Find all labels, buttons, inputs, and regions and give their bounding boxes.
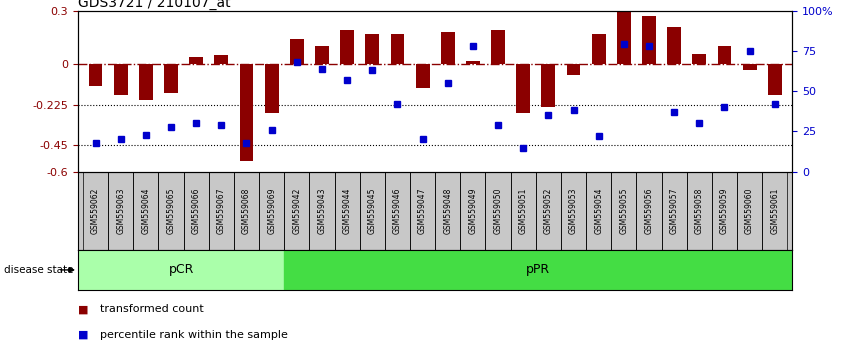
Bar [591, 34, 605, 64]
Bar [133, 172, 158, 250]
Bar [486, 172, 511, 250]
Text: pCR: pCR [168, 263, 194, 276]
Text: GSM559049: GSM559049 [469, 187, 477, 234]
Bar [743, 64, 757, 70]
Bar [441, 32, 455, 64]
Bar [637, 172, 662, 250]
Text: GSM559065: GSM559065 [166, 187, 176, 234]
Text: GDS3721 / 210107_at: GDS3721 / 210107_at [78, 0, 230, 10]
Bar [662, 172, 687, 250]
Bar [435, 172, 461, 250]
Bar [265, 64, 279, 113]
Text: GSM559060: GSM559060 [745, 187, 754, 234]
Text: disease state: disease state [4, 265, 74, 275]
Text: GSM559048: GSM559048 [443, 187, 452, 234]
Bar [410, 172, 435, 250]
Bar [340, 30, 354, 64]
Text: GSM559046: GSM559046 [393, 187, 402, 234]
Bar [184, 172, 209, 250]
Bar [78, 250, 284, 290]
Text: GSM559045: GSM559045 [368, 187, 377, 234]
Text: ■: ■ [78, 304, 88, 314]
Bar [541, 64, 555, 107]
Bar [215, 55, 229, 64]
Bar [391, 34, 404, 64]
Text: GSM559056: GSM559056 [644, 187, 654, 234]
Bar [511, 172, 536, 250]
Bar [516, 64, 530, 113]
Text: GSM559053: GSM559053 [569, 187, 578, 234]
Bar [158, 172, 184, 250]
Bar [611, 172, 637, 250]
Bar [88, 64, 102, 86]
Text: GSM559069: GSM559069 [267, 187, 276, 234]
Bar [290, 39, 304, 64]
Text: GSM559055: GSM559055 [619, 187, 629, 234]
Bar [718, 46, 732, 64]
Text: GSM559058: GSM559058 [695, 187, 704, 234]
Bar [737, 172, 762, 250]
Text: GSM559051: GSM559051 [519, 187, 527, 234]
Text: ■: ■ [78, 330, 88, 340]
Text: GSM559042: GSM559042 [293, 187, 301, 234]
Bar [359, 172, 385, 250]
Bar [768, 64, 782, 95]
Bar [491, 30, 505, 64]
Bar [586, 172, 611, 250]
Text: GSM559059: GSM559059 [720, 187, 729, 234]
Text: GSM559057: GSM559057 [669, 187, 679, 234]
Bar [365, 34, 379, 64]
Text: GSM559044: GSM559044 [343, 187, 352, 234]
Bar [461, 172, 486, 250]
Text: GSM559063: GSM559063 [116, 187, 126, 234]
Text: GSM559043: GSM559043 [318, 187, 326, 234]
Text: pPR: pPR [527, 263, 551, 276]
Bar [762, 172, 787, 250]
Text: GSM559068: GSM559068 [242, 187, 251, 234]
Bar [617, 11, 630, 64]
Bar [687, 172, 712, 250]
Bar [566, 64, 580, 75]
Bar [466, 61, 480, 64]
Bar [240, 64, 254, 161]
Bar [190, 57, 204, 64]
Bar [667, 27, 681, 64]
Text: transformed count: transformed count [100, 304, 204, 314]
Bar [536, 172, 561, 250]
Text: GSM559047: GSM559047 [418, 187, 427, 234]
Text: GSM559050: GSM559050 [494, 187, 502, 234]
Text: GSM559067: GSM559067 [216, 187, 226, 234]
Bar [139, 64, 152, 100]
Bar [108, 172, 133, 250]
Text: GSM559062: GSM559062 [91, 187, 100, 234]
Bar [309, 172, 334, 250]
Bar [712, 172, 737, 250]
Text: GSM559066: GSM559066 [191, 187, 201, 234]
Bar [385, 172, 410, 250]
Text: GSM559064: GSM559064 [141, 187, 151, 234]
Text: GSM559052: GSM559052 [544, 187, 553, 234]
Bar [209, 172, 234, 250]
Bar [416, 64, 430, 87]
Bar [234, 172, 259, 250]
Bar [284, 250, 792, 290]
Bar [561, 172, 586, 250]
Text: percentile rank within the sample: percentile rank within the sample [100, 330, 288, 340]
Bar [693, 53, 707, 64]
Bar [113, 64, 127, 95]
Bar [83, 172, 108, 250]
Bar [642, 16, 656, 64]
Text: GSM559054: GSM559054 [594, 187, 604, 234]
Bar [284, 172, 309, 250]
Bar [334, 172, 359, 250]
Text: GSM559061: GSM559061 [770, 187, 779, 234]
Bar [315, 46, 329, 64]
Bar [164, 64, 178, 93]
Bar [259, 172, 284, 250]
